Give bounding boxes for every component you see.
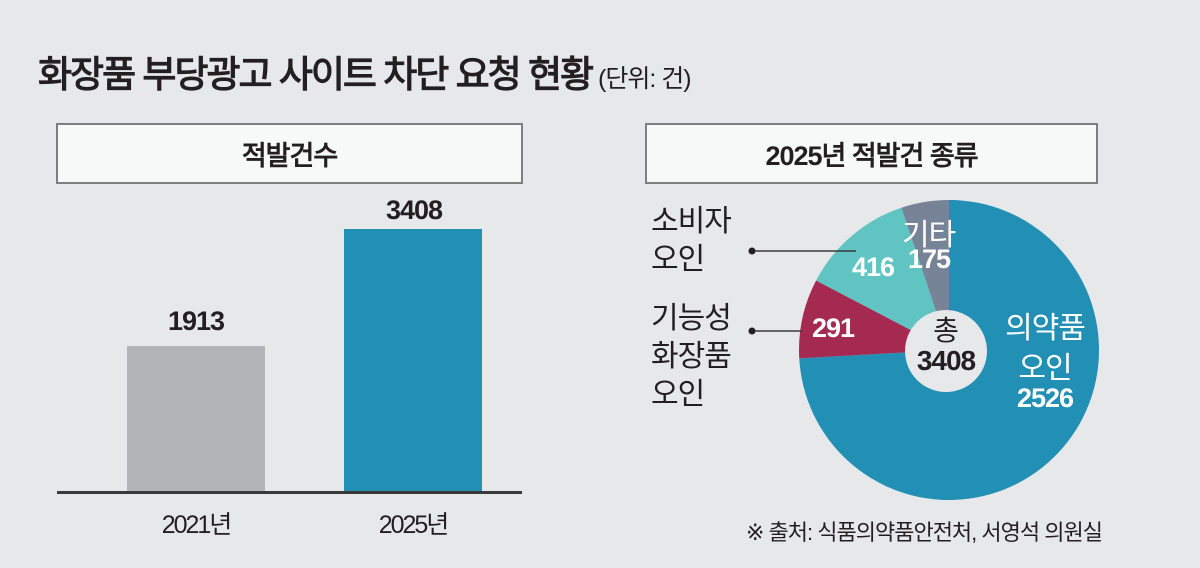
label-drug-name-1: 의약품 (1005, 312, 1086, 345)
center-total-value: 3408 (916, 345, 976, 376)
x-label-2021: 2021년 (161, 511, 233, 539)
x-axis-line (57, 491, 522, 494)
leader-dot-consumer (748, 247, 756, 255)
title-main: 화장품 부당광고 사이트 차단 요청 현황 (38, 54, 594, 95)
pie-panel-heading: 2025년 적발건 종류 (645, 123, 1098, 184)
leader-dot-functional (748, 327, 756, 335)
bar-2025 (344, 229, 482, 492)
bar-value-2025: 3408 (385, 195, 443, 225)
center-total: 총 3408 (901, 316, 991, 376)
bar-value-2021: 1913 (167, 306, 225, 336)
title-unit: (단위: 건) (598, 65, 692, 93)
chart-title: 화장품 부당광고 사이트 차단 요청 현황 (단위: 건) (38, 44, 692, 98)
donut-center (905, 310, 987, 392)
source-note: ※ 출처: 식품의약품안전처, 서영석 의원실 (746, 520, 1103, 545)
label-etc-value: 175 (908, 244, 951, 274)
label-drug-value: 2526 (1016, 383, 1074, 413)
label-etc-name: 기타 (902, 219, 956, 252)
center-total-prefix: 총 (933, 315, 959, 346)
label-functional-value: 291 (812, 313, 855, 343)
label-drug-name-2: 오인 (1018, 352, 1072, 385)
x-label-2025: 2025년 (378, 511, 450, 539)
bar-2021 (127, 346, 265, 492)
label-consumer: 소비자 오인 (651, 205, 732, 276)
label-consumer-value: 416 (852, 252, 895, 282)
bar-panel-heading: 적발건수 (56, 123, 523, 184)
slice-consumer (816, 207, 949, 350)
label-functional: 기능성 화장품 오인 (651, 302, 732, 411)
